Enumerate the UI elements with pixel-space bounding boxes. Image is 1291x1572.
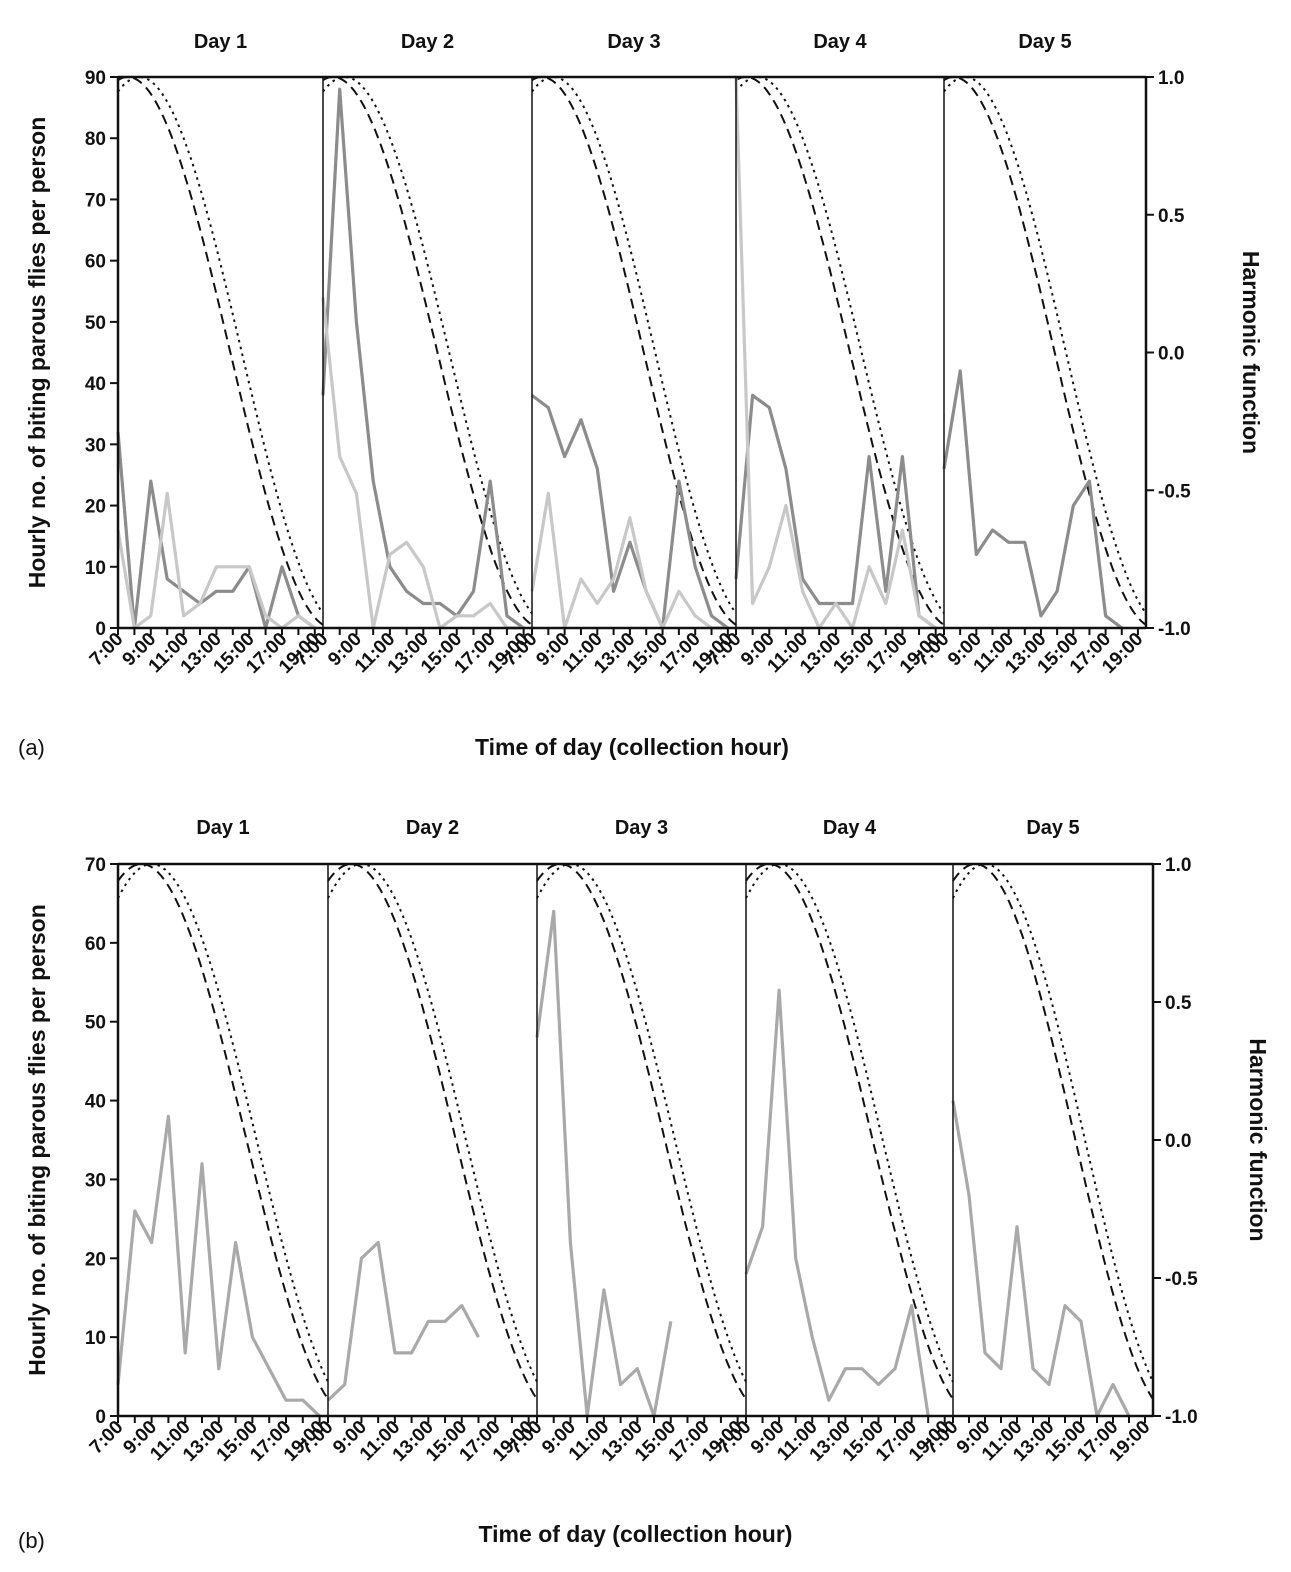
y-tick-label: 40 <box>85 374 106 395</box>
panel-letter: (b) <box>18 1528 45 1553</box>
series-2-day-3 <box>530 491 728 630</box>
series-1-day-1 <box>116 431 316 630</box>
series-1-day-1 <box>116 1114 321 1418</box>
series-1-day-2 <box>321 87 525 630</box>
y-tick-label: 90 <box>85 68 106 89</box>
y2-tick-label: 0.0 <box>1165 1131 1191 1152</box>
y-tick-label: 80 <box>85 129 106 150</box>
harmonic-dotted-day-1 <box>117 862 329 1383</box>
x-tick-label: 7:00 <box>86 629 128 671</box>
y-tick-label: 60 <box>85 934 106 955</box>
y-tick-label: 50 <box>85 1013 106 1034</box>
y-tick-label: 30 <box>85 435 106 456</box>
harmonic-dotted-day-3 <box>536 862 747 1383</box>
y-tick-label: 20 <box>85 1249 106 1270</box>
harmonic-dashed-day-4 <box>745 863 954 1400</box>
y-tick-label: 10 <box>85 558 106 579</box>
harmonic-dashed-day-3 <box>536 863 747 1400</box>
y-axis-title: Hourly no. of biting parous flies per pe… <box>24 904 50 1376</box>
series-1-day-3 <box>535 909 673 1418</box>
harmonic-dotted-day-4 <box>745 862 954 1383</box>
x-axis-title: Time of day (collection hour) <box>479 1521 793 1547</box>
day-label-5: Day 5 <box>1018 31 1071 53</box>
y-tick-label: 70 <box>85 855 106 876</box>
harmonic-dotted-day-2 <box>327 862 538 1383</box>
harmonic-dotted-day-2 <box>322 76 533 614</box>
day-label-5: Day 5 <box>1026 817 1079 839</box>
series-1-day-3 <box>531 394 729 630</box>
y2-tick-label: 0.0 <box>1158 344 1184 365</box>
harmonic-dotted-day-1 <box>117 76 324 614</box>
y2-tick-label: -0.5 <box>1158 481 1191 502</box>
day-label-2: Day 2 <box>406 817 459 839</box>
series-1-day-5 <box>942 369 1123 630</box>
harmonic-dotted-day-4 <box>735 76 945 614</box>
panel-a: Day 1 Day 2 Day 3 Day 4 Day 5 0 10 20 30 40 50 60 70… <box>18 31 1264 760</box>
harmonic-dashed-day-2 <box>327 863 538 1400</box>
day-label-3: Day 3 <box>615 817 668 839</box>
y-tick-label: 70 <box>85 190 106 211</box>
harmonic-dashed-day-2 <box>322 75 533 626</box>
y2-tick-label: -1.0 <box>1165 1407 1198 1428</box>
y-tick-label: 10 <box>85 1328 106 1349</box>
series-2-day-2 <box>321 297 524 630</box>
y2-tick-label: -1.0 <box>1158 619 1191 640</box>
series-1-day-4 <box>734 393 937 630</box>
y-axis-title: Hourly no. of biting parous flies per pe… <box>24 117 50 589</box>
y-tick-label: 0 <box>95 1407 106 1428</box>
y-tick-label: 60 <box>85 252 106 273</box>
harmonic-dotted-day-5 <box>952 862 1154 1383</box>
day-label-1: Day 1 <box>196 817 249 839</box>
y-tick-label: 40 <box>85 1092 106 1113</box>
y2-axis-title: Harmonic function <box>1245 1038 1271 1241</box>
series-1-day-2 <box>326 1240 480 1402</box>
y2-tick-label: 0.5 <box>1165 993 1192 1014</box>
panel-letter: (a) <box>18 735 45 760</box>
y2-tick-label: 1.0 <box>1158 68 1184 89</box>
panel-b: Day 1 Day 2 Day 3 Day 4 Day 5 0 10 20 30 40 50 60 70… <box>18 817 1271 1553</box>
y-tick-label: 0 <box>95 619 106 640</box>
day-label-4: Day 4 <box>813 31 867 53</box>
y-tick-label: 30 <box>85 1170 106 1191</box>
harmonic-dashed-day-1 <box>117 75 324 626</box>
day-label-3: Day 3 <box>607 31 660 53</box>
y2-tick-label: 0.5 <box>1158 206 1185 227</box>
harmonic-dashed-day-5 <box>952 863 1154 1400</box>
day-label-2: Day 2 <box>401 31 454 53</box>
series-1-day-4 <box>744 988 930 1417</box>
x-tick-label: 7:00 <box>86 1417 128 1459</box>
y2-axis-title: Harmonic function <box>1238 251 1264 454</box>
x-axis-title: Time of day (collection hour) <box>475 734 789 760</box>
y2-tick-label: 1.0 <box>1165 855 1191 876</box>
series-2-day-4 <box>734 76 937 630</box>
harmonic-dashed-day-3 <box>531 75 737 626</box>
day-label-4: Day 4 <box>823 817 877 839</box>
y2-tick-label: -0.5 <box>1165 1269 1198 1290</box>
y-tick-label: 50 <box>85 313 106 334</box>
day-label-1: Day 1 <box>194 31 247 53</box>
harmonic-dashed-day-1 <box>117 863 329 1400</box>
series-1-day-5 <box>951 1100 1131 1418</box>
y-tick-label: 20 <box>85 497 106 518</box>
harmonic-dashed-day-5 <box>943 75 1147 626</box>
